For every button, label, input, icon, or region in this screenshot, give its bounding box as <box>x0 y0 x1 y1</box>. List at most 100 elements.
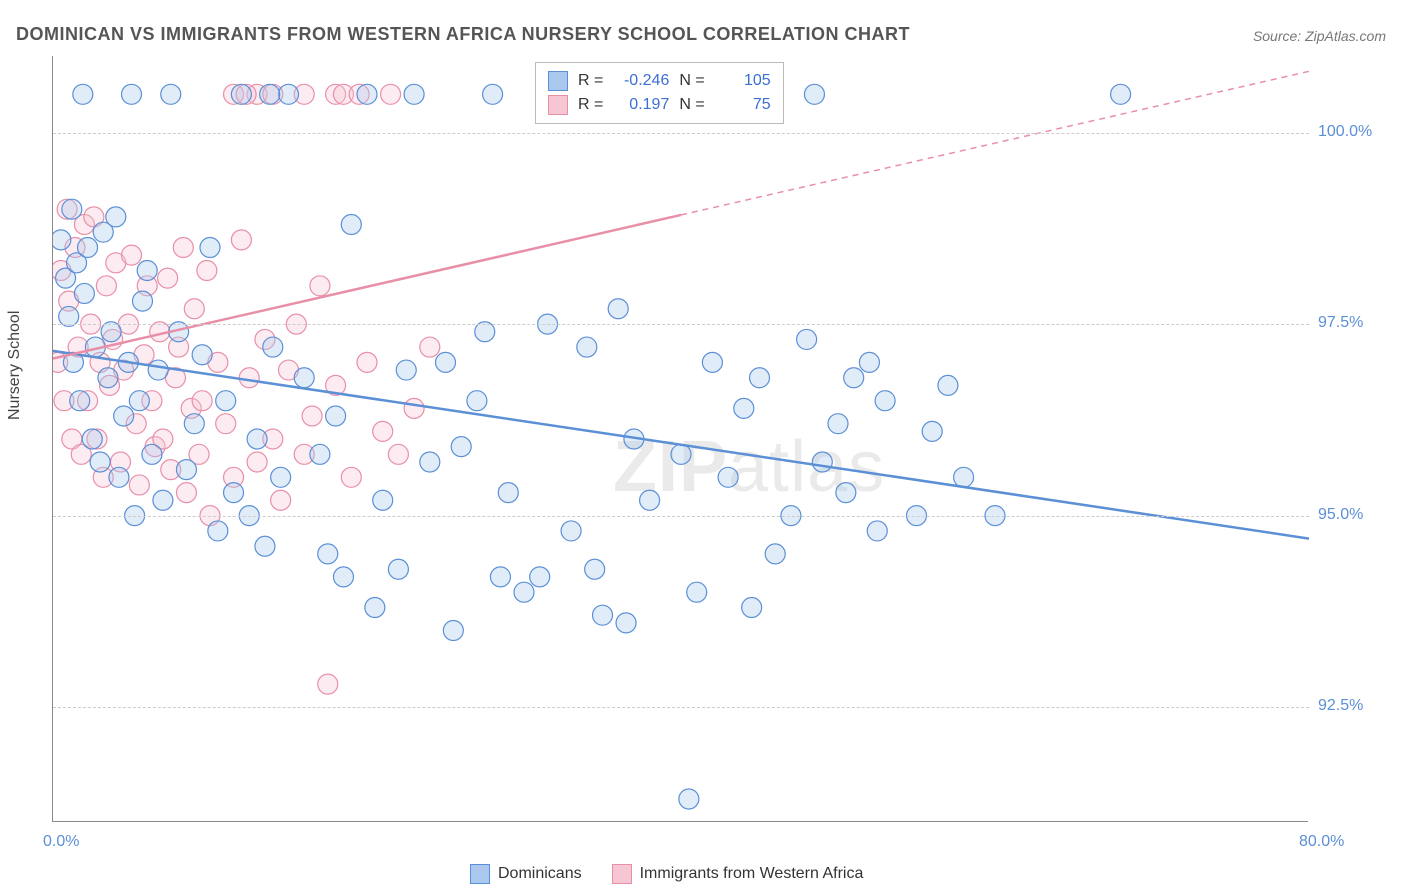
data-point <box>114 406 134 426</box>
data-point <box>585 559 605 579</box>
data-point <box>53 230 71 250</box>
data-point <box>318 674 338 694</box>
stats-swatch-series2 <box>548 95 568 115</box>
data-point <box>176 483 196 503</box>
data-point <box>153 490 173 510</box>
data-point <box>129 475 149 495</box>
data-point <box>765 544 785 564</box>
data-point <box>90 452 110 472</box>
ytick-label: 100.0% <box>1318 123 1398 141</box>
data-point <box>231 230 251 250</box>
data-point <box>310 444 330 464</box>
data-point <box>404 84 424 104</box>
ytick-label: 97.5% <box>1318 314 1398 332</box>
data-point <box>388 444 408 464</box>
data-point <box>373 490 393 510</box>
data-point <box>608 299 628 319</box>
data-point <box>616 613 636 633</box>
data-point <box>357 84 377 104</box>
data-point <box>294 368 314 388</box>
data-point <box>734 398 754 418</box>
data-point <box>381 84 401 104</box>
data-point <box>263 337 283 357</box>
data-point <box>184 299 204 319</box>
data-point <box>122 84 142 104</box>
xtick-label: 80.0% <box>1299 833 1344 851</box>
data-point <box>200 238 220 258</box>
data-point <box>302 406 322 426</box>
data-point <box>718 467 738 487</box>
data-point <box>341 215 361 235</box>
data-point <box>561 521 581 541</box>
data-point <box>797 329 817 349</box>
data-point <box>148 360 168 380</box>
data-point <box>750 368 770 388</box>
chart-title: DOMINICAN VS IMMIGRANTS FROM WESTERN AFR… <box>16 24 910 45</box>
data-point <box>326 406 346 426</box>
data-point <box>404 398 424 418</box>
data-point <box>687 582 707 602</box>
data-point <box>593 605 613 625</box>
data-point <box>357 352 377 372</box>
data-point <box>640 490 660 510</box>
stats-row-series2: R = 0.197 N = 75 <box>548 93 771 117</box>
data-point <box>1111 84 1131 104</box>
data-point <box>224 483 244 503</box>
stats-row-series1: R = -0.246 N = 105 <box>548 69 771 93</box>
data-point <box>679 789 699 809</box>
data-point <box>247 452 267 472</box>
data-point <box>197 260 217 280</box>
xtick-label: 0.0% <box>43 833 79 851</box>
data-point <box>318 544 338 564</box>
data-point <box>483 84 503 104</box>
data-point <box>78 238 98 258</box>
data-point <box>192 345 212 365</box>
data-point <box>192 391 212 411</box>
source-attribution: Source: ZipAtlas.com <box>1253 28 1386 44</box>
data-point <box>109 467 129 487</box>
data-point <box>122 245 142 265</box>
data-point <box>173 238 193 258</box>
data-point <box>184 414 204 434</box>
data-point <box>867 521 887 541</box>
data-point <box>98 368 118 388</box>
data-point <box>443 621 463 641</box>
data-point <box>804 84 824 104</box>
data-point <box>341 467 361 487</box>
data-point <box>396 360 416 380</box>
chart-container: DOMINICAN VS IMMIGRANTS FROM WESTERN AFR… <box>0 0 1406 892</box>
data-point <box>158 268 178 288</box>
data-point <box>161 84 181 104</box>
data-point <box>938 375 958 395</box>
legend-item-series2: Immigrants from Western Africa <box>612 864 864 884</box>
data-point <box>498 483 518 503</box>
data-point <box>365 598 385 618</box>
legend-label-series1: Dominicans <box>498 865 582 883</box>
gridline <box>53 516 1309 517</box>
data-point <box>62 199 82 219</box>
data-point <box>577 337 597 357</box>
data-point <box>231 84 251 104</box>
data-point <box>844 368 864 388</box>
data-point <box>954 467 974 487</box>
data-point <box>260 84 280 104</box>
data-point <box>247 429 267 449</box>
data-point <box>239 368 259 388</box>
data-point <box>106 207 126 227</box>
data-point <box>671 444 691 464</box>
data-point <box>271 490 291 510</box>
data-point <box>373 421 393 441</box>
legend-swatch-series2 <box>612 864 632 884</box>
data-point <box>208 521 228 541</box>
legend-bottom: Dominicans Immigrants from Western Afric… <box>470 864 863 884</box>
data-point <box>742 598 762 618</box>
data-point <box>333 567 353 587</box>
data-point <box>73 84 93 104</box>
data-point <box>82 429 102 449</box>
y-axis-label: Nursery School <box>6 311 24 420</box>
data-point <box>137 260 157 280</box>
gridline <box>53 133 1309 134</box>
data-point <box>74 283 94 303</box>
data-point <box>514 582 534 602</box>
legend-swatch-series1 <box>470 864 490 884</box>
